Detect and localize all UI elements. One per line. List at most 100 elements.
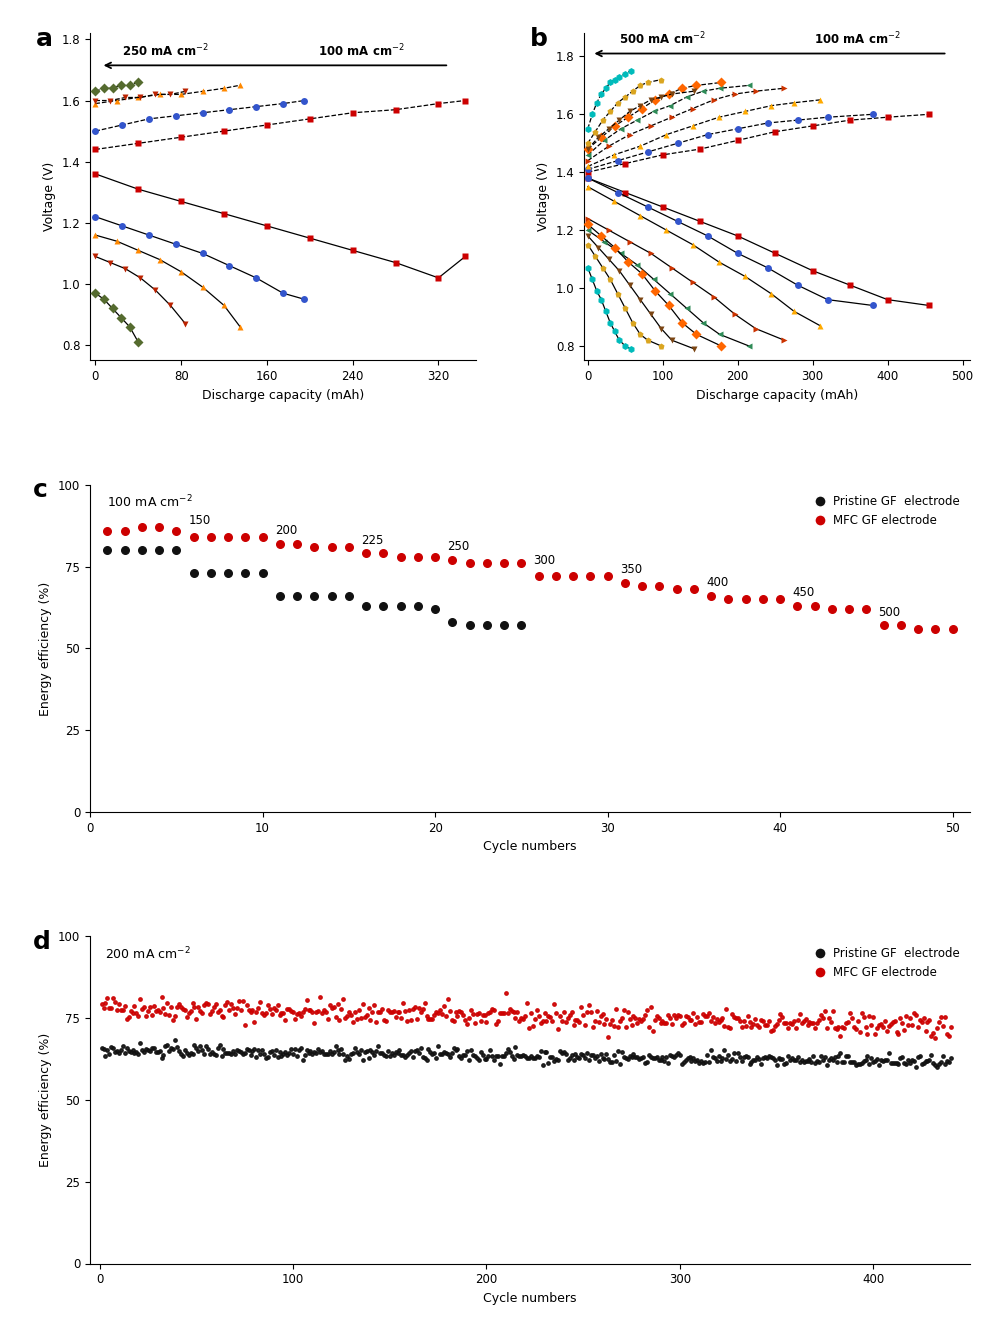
- Point: [612, 1053, 628, 1075]
- Point: [426, 1043, 442, 1064]
- Point: [726, 1005, 742, 1027]
- Point: [697, 1051, 713, 1072]
- Point: [736, 1011, 752, 1032]
- Point: [738, 1045, 754, 1067]
- Point: [827, 1047, 843, 1068]
- Point: [564, 1044, 580, 1065]
- Point: [832, 1043, 848, 1064]
- Point: [771, 1009, 787, 1031]
- Point: [233, 1041, 249, 1063]
- Point: [496, 553, 512, 575]
- Point: [117, 540, 133, 561]
- Point: [306, 585, 322, 606]
- Point: [208, 1045, 224, 1067]
- Point: [743, 1051, 759, 1072]
- Point: [794, 1013, 810, 1035]
- Point: [407, 996, 423, 1017]
- Y-axis label: Energy efficiency (%): Energy efficiency (%): [39, 581, 52, 716]
- Point: [97, 992, 113, 1013]
- Point: [639, 1052, 655, 1073]
- Point: [757, 1015, 773, 1036]
- Point: [714, 1048, 730, 1069]
- Point: [478, 1012, 494, 1033]
- Point: [260, 1047, 276, 1068]
- Point: [304, 1044, 320, 1065]
- Point: [504, 1045, 520, 1067]
- Point: [660, 1004, 676, 1025]
- Point: [736, 1047, 752, 1068]
- Point: [565, 565, 581, 587]
- Point: [829, 1052, 845, 1073]
- Point: [566, 1013, 582, 1035]
- Text: c: c: [33, 479, 48, 503]
- Point: [653, 1012, 669, 1033]
- Point: [362, 1039, 378, 1060]
- Point: [734, 1016, 750, 1037]
- Point: [304, 1001, 320, 1023]
- Point: [94, 1037, 110, 1059]
- Point: [606, 1015, 622, 1036]
- Text: b: b: [530, 27, 548, 51]
- Point: [471, 1049, 487, 1071]
- Point: [237, 1043, 253, 1064]
- Point: [564, 1001, 580, 1023]
- Point: [436, 995, 452, 1016]
- Point: [219, 991, 235, 1012]
- Point: [906, 1003, 922, 1024]
- Point: [807, 1017, 823, 1039]
- Point: [693, 1051, 709, 1072]
- Point: [531, 1005, 547, 1027]
- Point: [670, 1004, 686, 1025]
- Point: [582, 565, 598, 587]
- Point: [235, 990, 251, 1011]
- Point: [885, 1052, 901, 1073]
- Point: [900, 1049, 916, 1071]
- Point: [921, 1049, 937, 1071]
- Point: [861, 1053, 877, 1075]
- Point: [255, 563, 271, 584]
- Point: [246, 1039, 262, 1060]
- Y-axis label: Energy efficiency (%): Energy efficiency (%): [39, 1033, 52, 1166]
- Point: [123, 1000, 139, 1021]
- Point: [289, 533, 305, 555]
- Point: [202, 1044, 218, 1065]
- Point: [283, 1000, 299, 1021]
- Point: [119, 1037, 135, 1059]
- Point: [126, 995, 142, 1016]
- Point: [635, 1045, 651, 1067]
- Point: [442, 1000, 458, 1021]
- Point: [349, 1041, 365, 1063]
- Point: [173, 998, 189, 1019]
- Point: [811, 1009, 827, 1031]
- Point: [326, 1041, 342, 1063]
- Point: [105, 987, 121, 1008]
- Point: [117, 520, 133, 541]
- Point: [299, 1040, 315, 1061]
- Point: [800, 1015, 816, 1036]
- Point: [393, 596, 409, 617]
- Point: [910, 1016, 926, 1037]
- Point: [761, 1009, 777, 1031]
- Point: [904, 1049, 920, 1071]
- Point: [776, 1012, 792, 1033]
- Point: [306, 1041, 322, 1063]
- Point: [368, 1040, 384, 1061]
- Point: [403, 1041, 419, 1063]
- Point: [272, 1004, 288, 1025]
- Point: [742, 1012, 758, 1033]
- Point: [687, 1051, 703, 1072]
- Point: [778, 1052, 794, 1073]
- Point: [419, 1005, 435, 1027]
- Point: [220, 563, 236, 584]
- Point: [469, 1048, 485, 1069]
- Text: 500: 500: [879, 606, 901, 618]
- Point: [813, 1004, 829, 1025]
- Point: [554, 1043, 570, 1064]
- Point: [923, 1045, 939, 1067]
- Point: [662, 1044, 678, 1065]
- Point: [417, 1048, 433, 1069]
- Point: [258, 1003, 274, 1024]
- Point: [121, 1040, 137, 1061]
- Point: [144, 1037, 160, 1059]
- Point: [668, 1008, 684, 1029]
